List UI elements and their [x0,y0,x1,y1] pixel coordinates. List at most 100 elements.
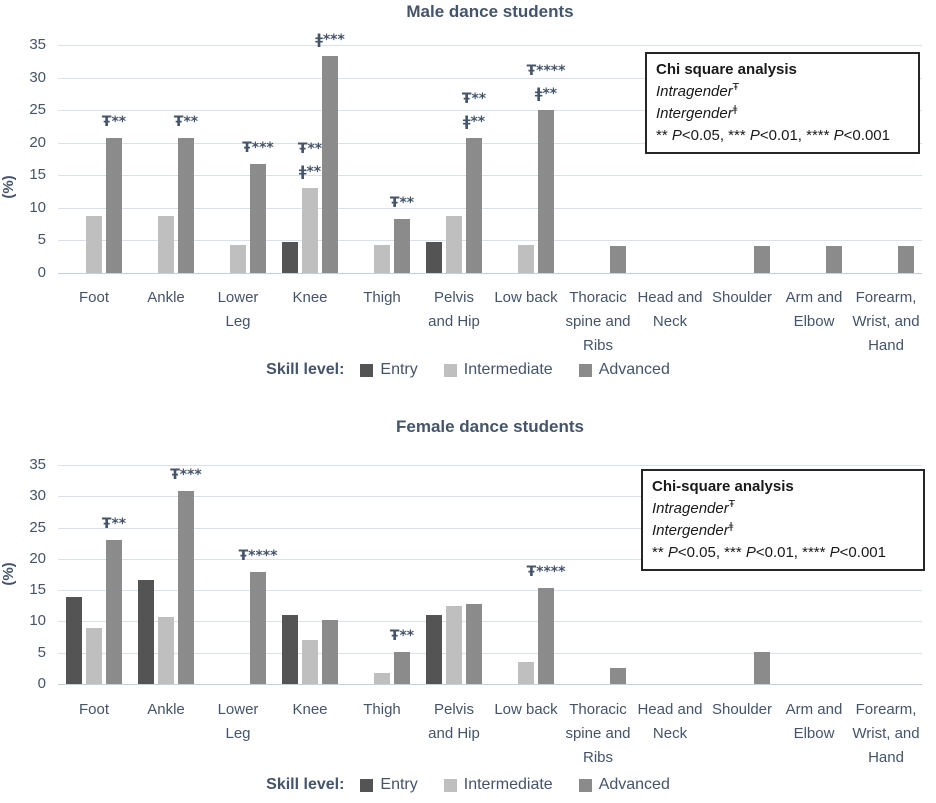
category-label: Thigh [363,289,401,306]
note-box-line: IntragenderŦ [652,499,735,518]
bar-advanced [178,137,194,273]
category-label: Pelvis and Hip [428,289,480,330]
legend-item-entry: Entry [360,361,418,379]
legend-swatch [443,778,457,792]
gridline [58,496,922,498]
chart-title: Male dance students [406,2,574,21]
category-label: Arm and Elbow [785,289,843,330]
category-label: Thoracic spine and Ribs [565,701,631,766]
y-tick-label: 30 [29,68,46,86]
category-label: Thigh [363,701,401,718]
bar-advanced [178,491,194,684]
significance-annotation: Ŧ** ǂ** [297,141,323,181]
legend-swatch [360,778,374,792]
legend-item-label: Advanced [598,361,670,378]
bar-advanced [754,245,770,273]
bar-advanced [754,652,770,684]
legend-swatch [578,778,592,792]
gridline [58,590,922,592]
bar-advanced [106,137,122,273]
bar-advanced [106,539,122,684]
significance-annotation: Ŧ**** [238,548,278,564]
y-tick-label: 10 [29,198,46,216]
skill-level-legend: Skill level: Entry Intermediate Advanced [0,776,936,794]
bar-advanced [394,652,410,684]
bar-intermediate [86,628,102,684]
legend-item-label: Entry [380,361,418,378]
legend-item-entry: Entry [360,776,418,794]
bar-advanced [898,245,914,273]
bar-advanced [322,56,338,273]
category-label: Head and Neck [637,289,703,330]
gridline [58,621,922,623]
gridline [58,558,922,560]
significance-annotation: Ŧ*** [170,467,202,484]
y-tick-label: 15 [29,581,46,599]
note-box-pvalues: ** P<0.05, *** P<0.01, **** P<0.001 [652,544,886,561]
bar-intermediate [446,216,462,273]
significance-annotation: Ŧ**** [526,563,566,580]
chi-square-note-box: Chi square analysis IntragenderŦ Intergen… [645,52,920,154]
bar-entry [282,241,298,273]
gridline [58,652,922,654]
note-box-title: Chi square analysis [656,61,797,78]
category-label: Ankle [147,701,185,718]
gridline [58,110,922,112]
bar-intermediate [302,188,318,273]
bar-advanced [826,245,842,273]
note-box-body: IntragenderŦ Intergenderǂ ** P<0.05, *** P… [652,498,914,564]
significance-annotation: Ŧ** [101,515,127,532]
note-box-line: Intergenderǂ [652,521,734,540]
legend-title: Skill level: [266,361,345,378]
category-label: Lower Leg [217,289,259,330]
y-tick-label: 25 [29,518,46,536]
category-label: Thoracic spine and Ribs [565,289,631,354]
category-label: Ankle [147,289,185,306]
bar-entry [138,579,154,684]
skill-level-legend: Skill level: Entry Intermediate Advanced [0,361,936,379]
y-tick-label: 15 [29,166,46,184]
bar-intermediate [374,245,390,273]
category-label: Knee [292,701,328,718]
significance-annotation: Ŧ** [389,628,415,645]
category-label: Foot [78,289,109,306]
bar-advanced [538,110,554,273]
gridline [58,527,922,529]
gridline [58,45,922,46]
bar-advanced [610,667,626,684]
bar-entry [426,241,442,273]
legend-swatch [443,363,457,377]
category-label: Forearm, Wrist, and Hand [852,289,920,354]
category-label: Head and Neck [637,701,703,742]
male-chart-section: Male dance students (%) 0 5 10 15 20 25 30 35 Ŧ*… [0,2,936,379]
y-tick-label: 5 [37,643,46,661]
bar-intermediate [302,639,318,684]
bar-intermediate [86,216,102,273]
category-label: Shoulder [711,701,773,718]
y-tick-label: 25 [29,101,46,119]
category-label: Forearm, Wrist, and Hand [852,701,920,766]
note-box-title: Chi-square analysis [652,478,794,495]
female-chart-section: Female dance students (%) 0 5 10 15 20 25 30 35… [0,408,936,803]
category-label: Low back [494,289,558,306]
bar-intermediate [518,661,534,684]
significance-annotation: Ŧ** [173,113,199,130]
bar-intermediate [158,216,174,273]
legend-item-label: Advanced [598,776,670,793]
legend-item-advanced: Advanced [578,776,670,794]
bar-advanced [322,619,338,684]
category-label: Foot [78,701,109,718]
gridline [58,273,922,274]
bar-advanced [250,164,266,273]
gridline [58,142,922,144]
bar-advanced [466,603,482,684]
y-tick-label: 0 [37,675,46,692]
legend-item-advanced: Advanced [578,361,670,379]
y-tick-label: 5 [37,231,46,249]
bar-intermediate [158,617,174,684]
chi-square-note-box: Chi-square analysis IntragenderŦ Intergen… [641,469,925,571]
gridline [58,77,922,79]
chart-title: Female dance students [395,417,584,436]
y-tick-label: 30 [29,487,46,505]
